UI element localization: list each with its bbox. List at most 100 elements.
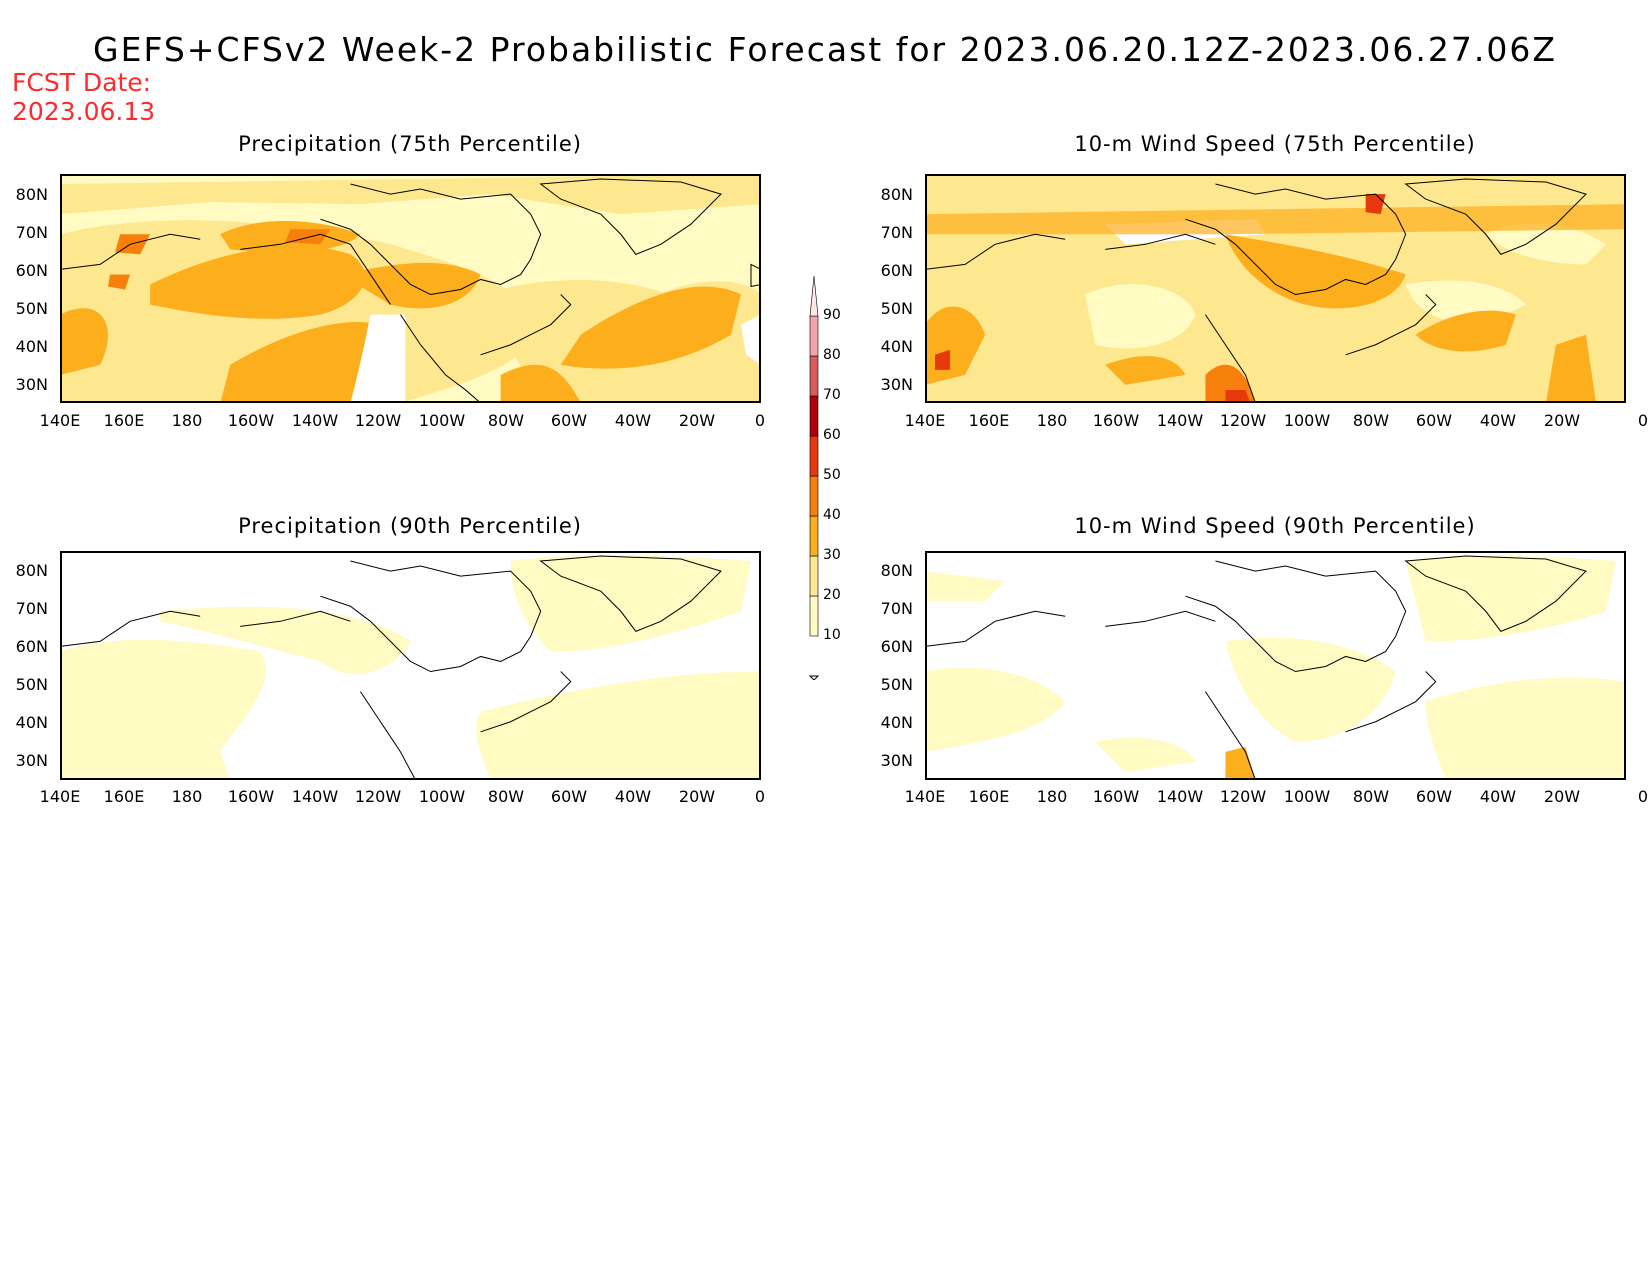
lon-label-40w-p3: 40W <box>614 787 652 806</box>
lat-label-60n-p4: 60N <box>880 637 913 656</box>
lon-label-20w-p2: 20W <box>1543 411 1581 430</box>
lat-label-80n-p2: 80N <box>880 185 913 204</box>
lon-label-140e-p3: 140E <box>39 787 81 806</box>
lon-label-160w-p2: 160W <box>1092 411 1140 430</box>
lon-label-160e-p4: 160E <box>968 787 1010 806</box>
colorbar: 10 20 30 40 50 60 70 80 90 <box>805 270 885 680</box>
lon-label-100w-p4: 100W <box>1283 787 1331 806</box>
colorbar-swatch <box>809 555 819 597</box>
lon-label-100w-p3: 100W <box>418 787 466 806</box>
lat-label-70n-p2: 70N <box>880 223 913 242</box>
lon-label-80w-p4: 80W <box>1352 787 1390 806</box>
lon-label-80w-p1: 80W <box>487 411 525 430</box>
lat-label-50n-p3: 50N <box>15 675 48 694</box>
lat-label-60n-p2: 60N <box>880 261 913 280</box>
colorbar-tick-label: 50 <box>823 467 841 483</box>
lon-label-80w-p3: 80W <box>487 787 525 806</box>
panel-title-wind90: 10-m Wind Speed (90th Percentile) <box>1074 514 1476 538</box>
colorbar-tick-label: 40 <box>823 507 841 523</box>
lon-label-40w-p4: 40W <box>1479 787 1517 806</box>
colorbar-tick-label: 70 <box>823 387 841 403</box>
colorbar-tick-label: 20 <box>823 587 841 603</box>
colorbar-swatch <box>809 475 819 517</box>
lon-label-140w-p2: 140W <box>1156 411 1204 430</box>
lon-label-140e-p4: 140E <box>904 787 946 806</box>
colorbar-swatch <box>809 515 819 557</box>
lon-label-60w-p4: 60W <box>1415 787 1453 806</box>
colorbar-swatch <box>809 275 819 317</box>
lat-label-50n-p2: 50N <box>880 299 913 318</box>
lon-label-20w-p1: 20W <box>678 411 716 430</box>
panel-title-precip90: Precipitation (90th Percentile) <box>238 514 582 538</box>
lon-label-140w-p1: 140W <box>291 411 339 430</box>
lon-label-140w-p3: 140W <box>291 787 339 806</box>
lat-label-80n-p1: 80N <box>15 185 48 204</box>
lon-label-20w-p3: 20W <box>678 787 716 806</box>
lat-label-70n-p3: 70N <box>15 599 48 618</box>
lat-label-30n-p3: 30N <box>15 751 48 770</box>
lon-label-160e-p1: 160E <box>103 411 145 430</box>
lat-label-70n-p4: 70N <box>880 599 913 618</box>
lon-label-20w-p4: 20W <box>1543 787 1581 806</box>
lon-label-100w-p2: 100W <box>1283 411 1331 430</box>
lon-label-180-p3: 180 <box>171 787 203 806</box>
lon-label-160e-p2: 160E <box>968 411 1010 430</box>
fcst-date-label: FCST Date: <box>12 68 152 97</box>
map-precip90 <box>60 551 761 780</box>
lon-label-0-p2: 0 <box>1637 411 1648 430</box>
lat-label-30n-p1: 30N <box>15 375 48 394</box>
lat-label-70n-p1: 70N <box>15 223 48 242</box>
fcst-date-value: 2023.06.13 <box>12 97 156 126</box>
lon-label-60w-p2: 60W <box>1415 411 1453 430</box>
lon-label-140e-p1: 140E <box>39 411 81 430</box>
lat-label-30n-p2: 30N <box>880 375 913 394</box>
colorbar-swatch <box>809 435 819 477</box>
colorbar-swatch <box>809 315 819 357</box>
colorbar-swatch <box>809 355 819 397</box>
lon-label-180-p4: 180 <box>1036 787 1068 806</box>
lon-label-40w-p1: 40W <box>614 411 652 430</box>
lon-label-120w-p4: 120W <box>1219 787 1267 806</box>
map-precip75 <box>60 174 761 403</box>
lon-label-160w-p3: 160W <box>227 787 275 806</box>
lat-label-40n-p1: 40N <box>15 337 48 356</box>
fcst-date: FCST Date: 2023.06.13 <box>12 68 155 126</box>
lat-label-80n-p4: 80N <box>880 561 913 580</box>
lat-label-40n-p4: 40N <box>880 713 913 732</box>
lon-label-120w-p3: 120W <box>354 787 402 806</box>
lat-label-60n-p3: 60N <box>15 637 48 656</box>
lat-label-80n-p3: 80N <box>15 561 48 580</box>
colorbar-tick-label: 90 <box>823 307 841 323</box>
lon-label-0-p4: 0 <box>1637 787 1648 806</box>
panel-title-wind75: 10-m Wind Speed (75th Percentile) <box>1074 132 1476 156</box>
lon-label-160w-p1: 160W <box>227 411 275 430</box>
lon-label-160w-p4: 160W <box>1092 787 1140 806</box>
lat-label-50n-p1: 50N <box>15 299 48 318</box>
lon-label-180-p2: 180 <box>1036 411 1068 430</box>
lon-label-120w-p1: 120W <box>354 411 402 430</box>
colorbar-swatch <box>809 395 819 437</box>
lon-label-80w-p2: 80W <box>1352 411 1390 430</box>
lon-label-100w-p1: 100W <box>418 411 466 430</box>
lon-label-60w-p1: 60W <box>550 411 588 430</box>
lon-label-0-p3: 0 <box>754 787 766 806</box>
lat-label-30n-p4: 30N <box>880 751 913 770</box>
lat-label-40n-p3: 40N <box>15 713 48 732</box>
colorbar-tick-label: 30 <box>823 547 841 563</box>
lon-label-160e-p3: 160E <box>103 787 145 806</box>
lon-label-120w-p2: 120W <box>1219 411 1267 430</box>
lon-label-140w-p4: 140W <box>1156 787 1204 806</box>
lon-label-40w-p2: 40W <box>1479 411 1517 430</box>
lon-label-140e-p2: 140E <box>904 411 946 430</box>
colorbar-tick-label: 60 <box>823 427 841 443</box>
lat-label-60n-p1: 60N <box>15 261 48 280</box>
colorbar-tick-label: 80 <box>823 347 841 363</box>
colorbar-swatch <box>809 595 819 637</box>
colorbar-tick-label: 10 <box>823 627 841 643</box>
lon-label-0-p1: 0 <box>754 411 766 430</box>
lat-label-50n-p4: 50N <box>880 675 913 694</box>
panel-title-precip75: Precipitation (75th Percentile) <box>238 132 582 156</box>
lon-label-180-p1: 180 <box>171 411 203 430</box>
lon-label-60w-p3: 60W <box>550 787 588 806</box>
map-wind75 <box>925 174 1626 403</box>
